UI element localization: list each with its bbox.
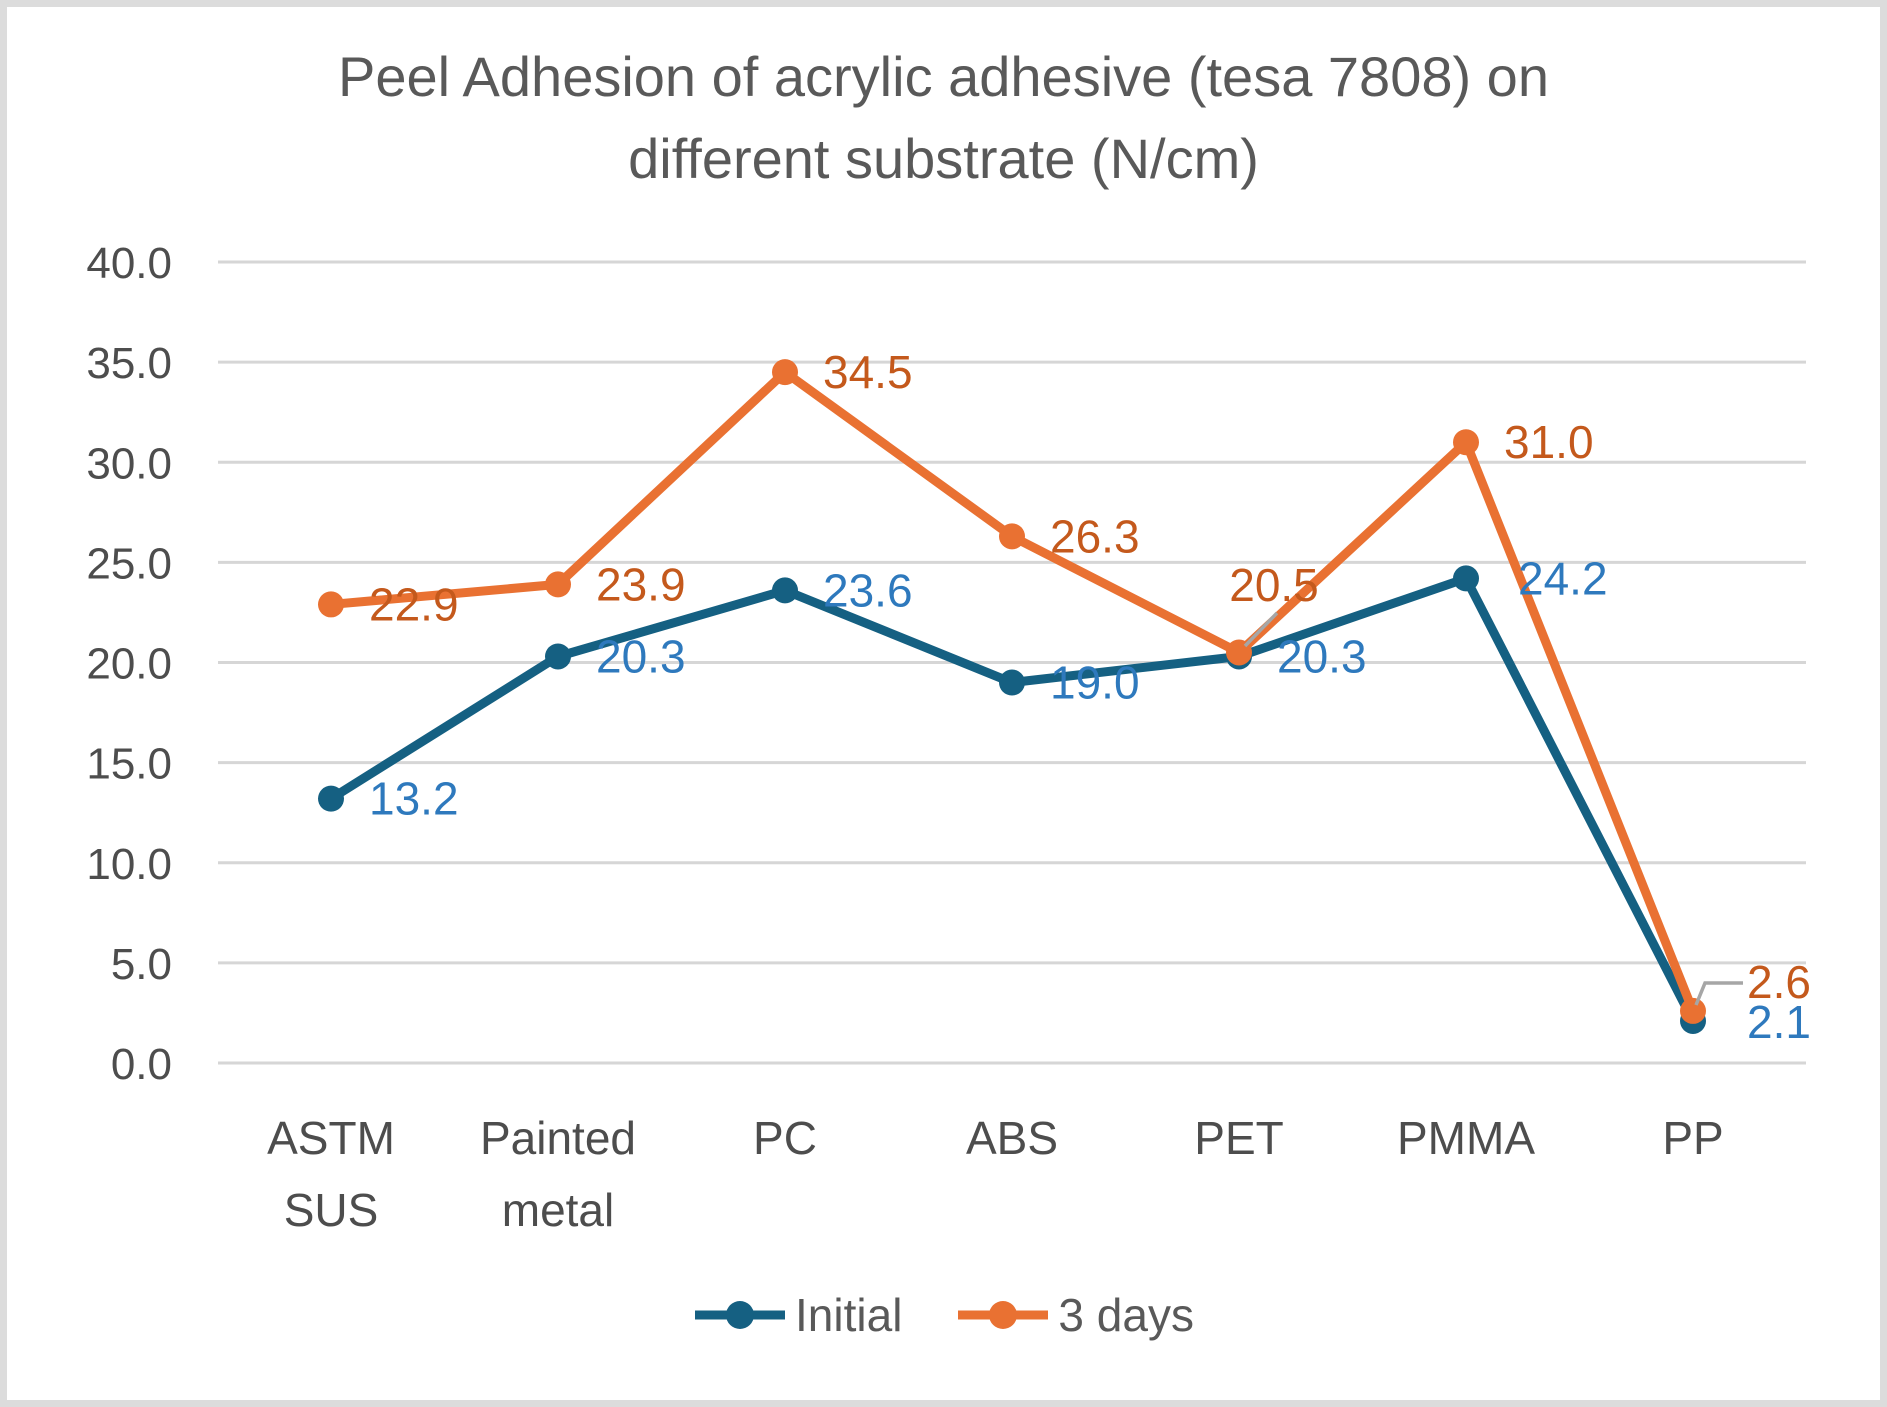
- category-label: PET: [1194, 1112, 1283, 1164]
- data-point: [772, 359, 798, 386]
- category-label: ABS: [966, 1112, 1058, 1164]
- legend-item-3days: 3 days: [956, 1288, 1194, 1342]
- data-label: 20.3: [596, 630, 686, 682]
- data-point: [545, 571, 571, 598]
- leader-line: [1243, 611, 1279, 648]
- data-point: [318, 591, 344, 618]
- y-tick-label: 40.0: [86, 239, 172, 288]
- data-point: [772, 577, 798, 604]
- legend-item-initial: Initial: [693, 1288, 902, 1342]
- legend-marker-initial-icon: [695, 1301, 786, 1329]
- data-label: 31.0: [1504, 416, 1594, 468]
- category-label: PC: [753, 1112, 817, 1164]
- data-label: 19.0: [1050, 657, 1140, 709]
- data-label: 22.9: [369, 578, 459, 630]
- y-tick-label: 5.0: [111, 940, 172, 989]
- y-tick-label: 35.0: [86, 339, 172, 388]
- data-label: 23.9: [596, 558, 686, 610]
- data-point: [1453, 565, 1479, 592]
- legend-label-initial: Initial: [795, 1289, 903, 1341]
- leader-line: [1694, 981, 1743, 1006]
- y-tick-label: 15.0: [86, 740, 172, 789]
- chart-title-line2: different substrate (N/cm): [628, 127, 1259, 190]
- y-tick-label: 10.0: [86, 840, 172, 889]
- y-tick-label: 30.0: [86, 439, 172, 488]
- y-tick-label: 0.0: [111, 1040, 172, 1089]
- category-label: SUS: [284, 1184, 379, 1236]
- category-label: ASTM: [267, 1112, 395, 1164]
- data-label: 26.3: [1050, 510, 1140, 562]
- data-point: [1453, 429, 1479, 456]
- data-label: 23.6: [823, 564, 913, 616]
- legend-label-3days: 3 days: [1058, 1289, 1194, 1341]
- data-point: [1680, 997, 1706, 1024]
- data-label: 24.2: [1518, 552, 1608, 604]
- category-label: Painted: [480, 1112, 636, 1164]
- legend: Initial 3 days: [0, 1288, 1887, 1342]
- data-point: [545, 643, 571, 670]
- legend-marker-3days-icon: [958, 1301, 1049, 1329]
- data-label: 2.1: [1747, 996, 1811, 1048]
- y-tick-label: 25.0: [86, 539, 172, 588]
- category-label: PP: [1662, 1112, 1723, 1164]
- data-point: [318, 785, 344, 812]
- data-label: 20.5: [1229, 559, 1319, 611]
- data-label: 20.3: [1277, 630, 1367, 682]
- data-point: [999, 669, 1025, 696]
- data-label: 34.5: [823, 346, 913, 398]
- data-point: [999, 523, 1025, 550]
- series-line-initial: [326, 573, 1698, 1026]
- data-label: 13.2: [369, 773, 459, 825]
- chart-title-line1: Peel Adhesion of acrylic adhesive (tesa …: [338, 45, 1549, 108]
- category-label: PMMA: [1397, 1112, 1535, 1164]
- y-tick-label: 20.0: [86, 640, 172, 689]
- data-label: 2.6: [1747, 956, 1811, 1008]
- chart-title: Peel Adhesion of acrylic adhesive (tesa …: [0, 36, 1887, 200]
- category-label: metal: [502, 1184, 614, 1236]
